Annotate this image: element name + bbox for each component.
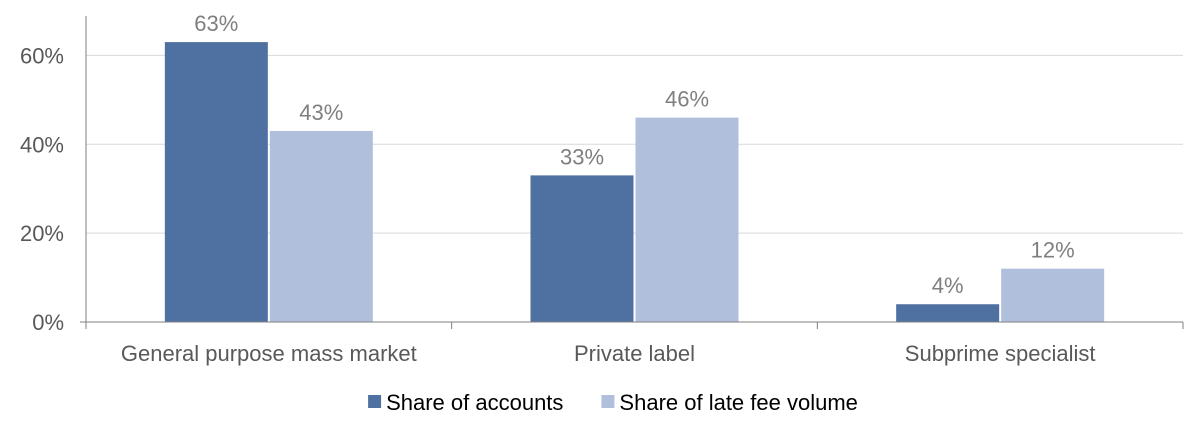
bar-accounts (530, 175, 634, 322)
legend-swatch (368, 395, 382, 408)
y-tick-label: 0% (32, 310, 64, 335)
data-label: 33% (560, 144, 604, 169)
data-label: 43% (299, 100, 343, 125)
y-tick-label: 20% (20, 221, 64, 246)
legend-label: Share of accounts (386, 390, 563, 415)
legend-label: Share of late fee volume (619, 390, 857, 415)
data-label: 63% (194, 11, 238, 36)
labels: 0% 20% 40% 60% 63% 43% General purpose mass ma… (20, 11, 1096, 366)
bar-accounts (896, 304, 1000, 322)
bar-late-fee-volume (635, 117, 739, 322)
gridlines (86, 54, 1183, 234)
data-label: 46% (665, 87, 709, 112)
x-category-label: Subprime specialist (905, 341, 1096, 366)
x-category-label: General purpose mass market (121, 341, 417, 366)
bars (164, 42, 1105, 322)
legend-swatch (601, 395, 615, 408)
bar-late-fee-volume (269, 130, 373, 322)
data-label: 12% (1031, 238, 1075, 263)
data-label: 4% (932, 273, 964, 298)
y-tick-label: 60% (20, 43, 64, 68)
x-category-label: Private label (574, 341, 695, 366)
bar-late-fee-volume (1001, 268, 1105, 322)
bar-accounts (164, 42, 268, 322)
axes (80, 16, 1184, 329)
y-tick-label: 40% (20, 132, 64, 157)
legend: Share of accounts Share of late fee volum… (368, 390, 858, 415)
